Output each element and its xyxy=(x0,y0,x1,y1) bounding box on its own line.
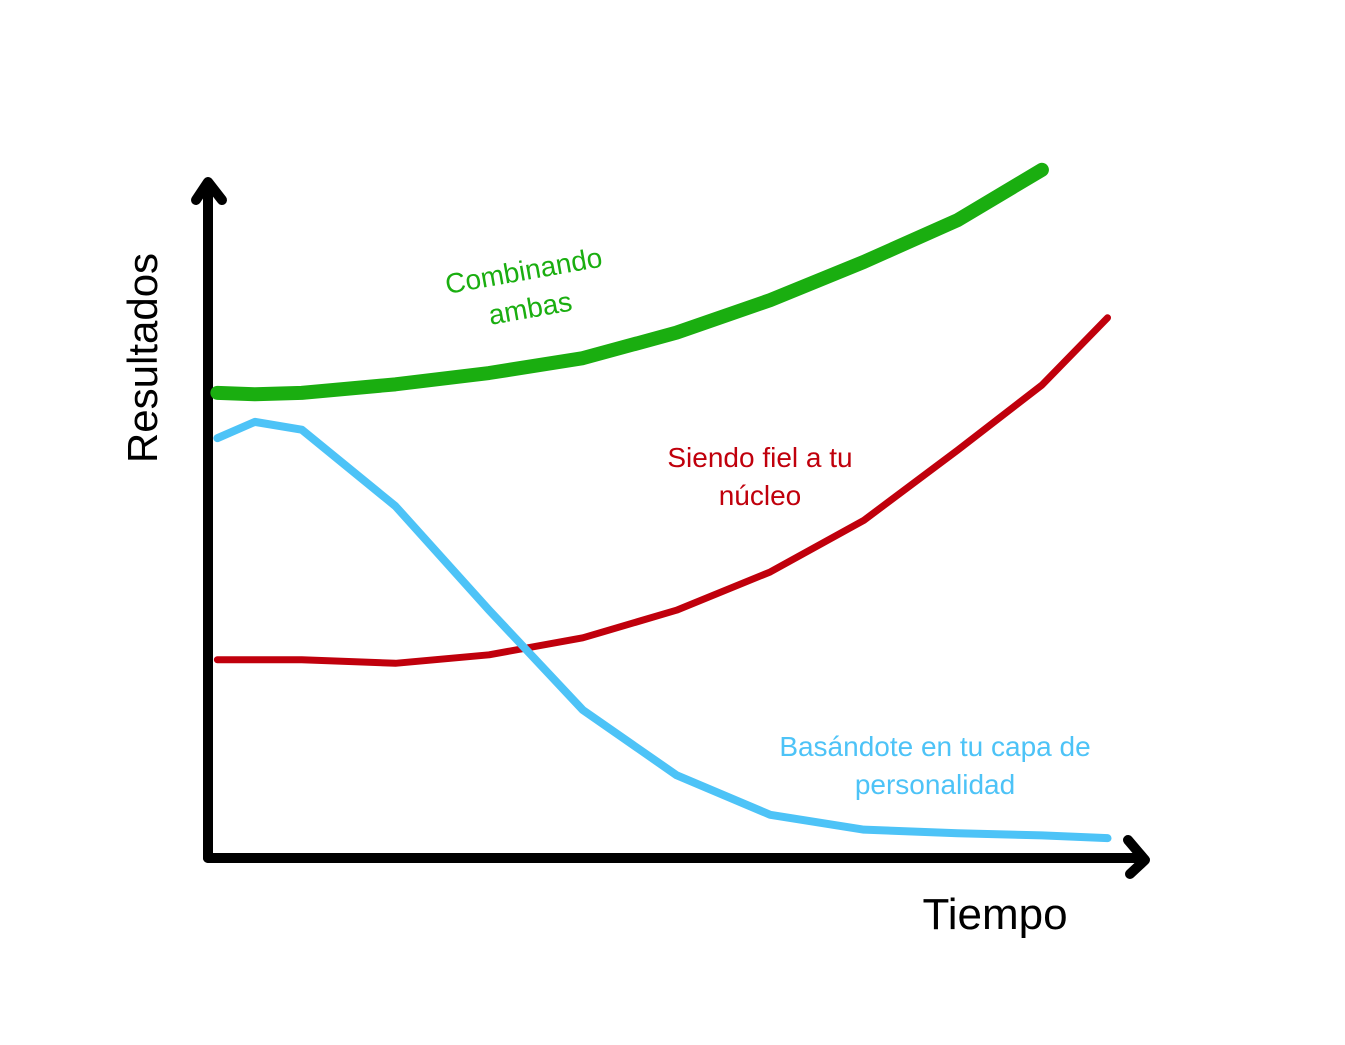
series-line xyxy=(213,314,1112,667)
series-line xyxy=(213,417,1112,843)
axes xyxy=(191,177,1150,879)
y-axis-arrow xyxy=(191,177,227,205)
series-label: Siendo fiel a tu núcleo xyxy=(667,442,853,511)
x-axis-title: Tiempo xyxy=(922,890,1068,939)
y-axis-title: Resultados xyxy=(119,252,166,464)
series-label: Basándote en tu capa de personalidad xyxy=(779,731,1091,800)
x-axis-arrow xyxy=(1123,835,1150,879)
series-line xyxy=(210,162,1049,402)
